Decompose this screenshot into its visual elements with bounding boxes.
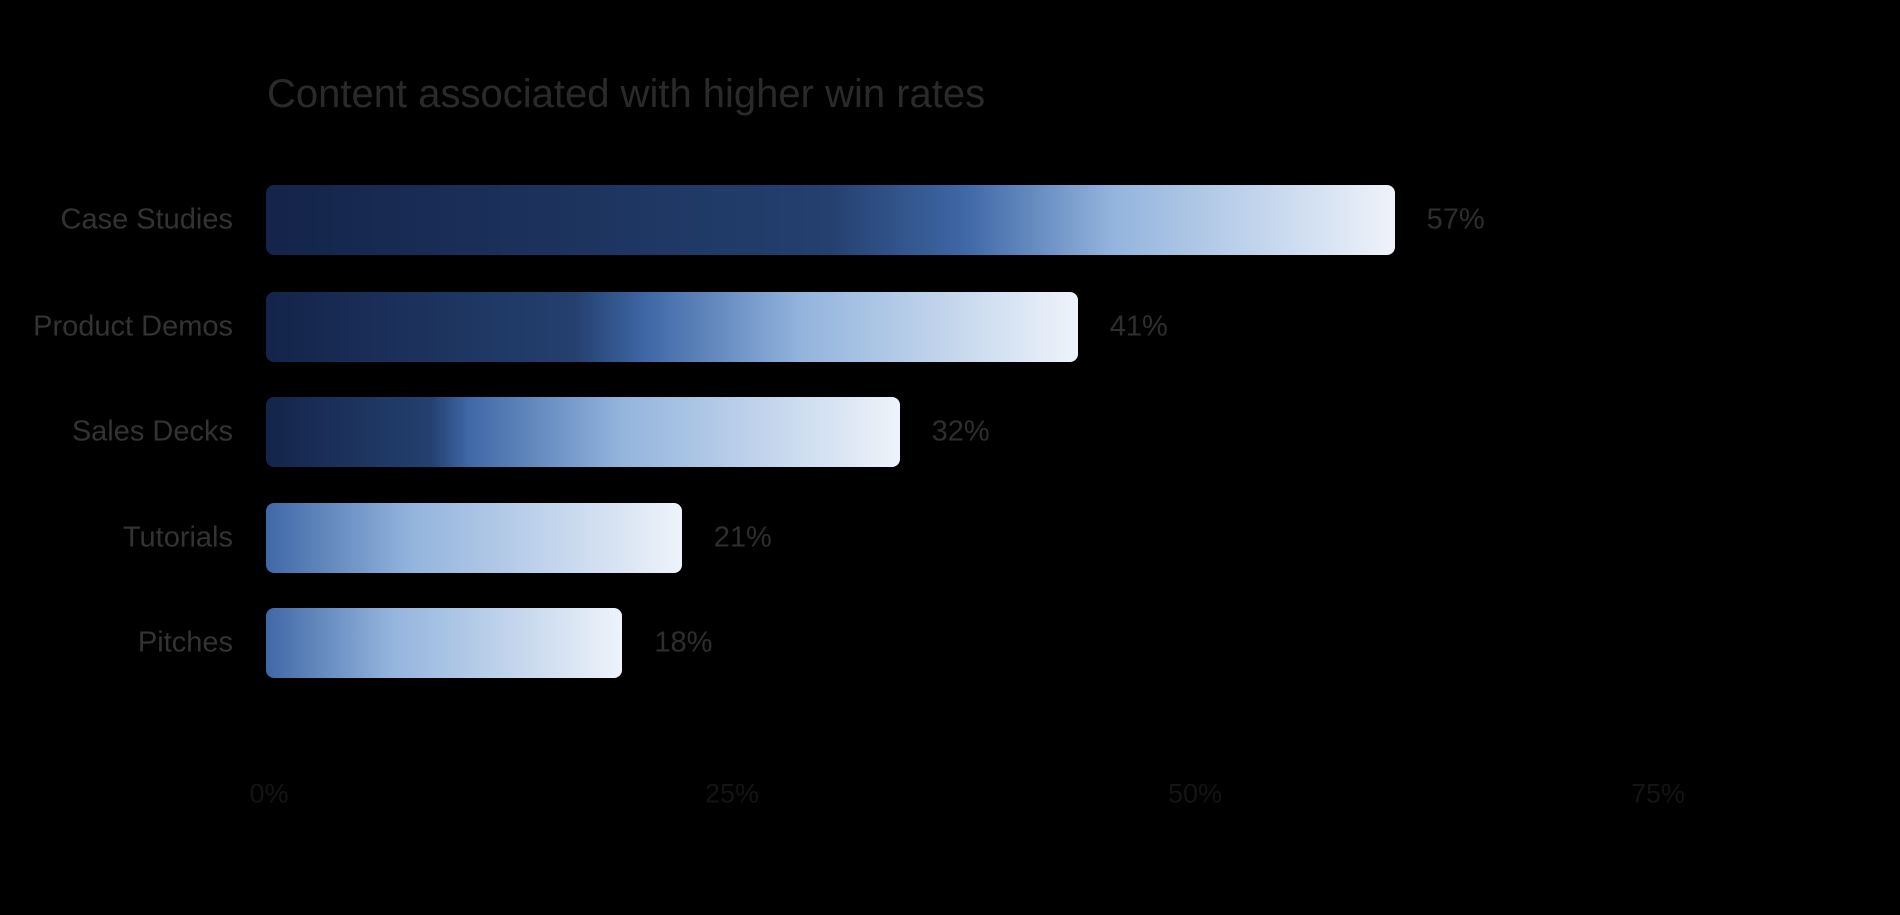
bar — [266, 503, 682, 573]
value-label: 41% — [1109, 310, 1168, 343]
value-label: 32% — [931, 415, 990, 448]
value-label: 21% — [713, 521, 772, 554]
bar — [266, 608, 623, 678]
category-label: Pitches — [137, 626, 233, 659]
value-label: 57% — [1426, 203, 1485, 236]
category-label: Product Demos — [33, 310, 233, 343]
bar — [266, 185, 1395, 255]
bar — [266, 292, 1078, 362]
x-tick-label: 25% — [704, 778, 760, 809]
bar — [266, 397, 900, 467]
category-label: Tutorials — [122, 521, 233, 554]
x-tick-label: 75% — [1630, 778, 1686, 809]
category-label: Case Studies — [60, 203, 234, 236]
x-tick-label: 50% — [1167, 778, 1223, 809]
x-tick-label: 0% — [249, 778, 289, 809]
category-label: Sales Decks — [71, 415, 233, 448]
value-label: 18% — [654, 626, 713, 659]
chart-title: Content associated with higher win rates — [267, 72, 986, 116]
